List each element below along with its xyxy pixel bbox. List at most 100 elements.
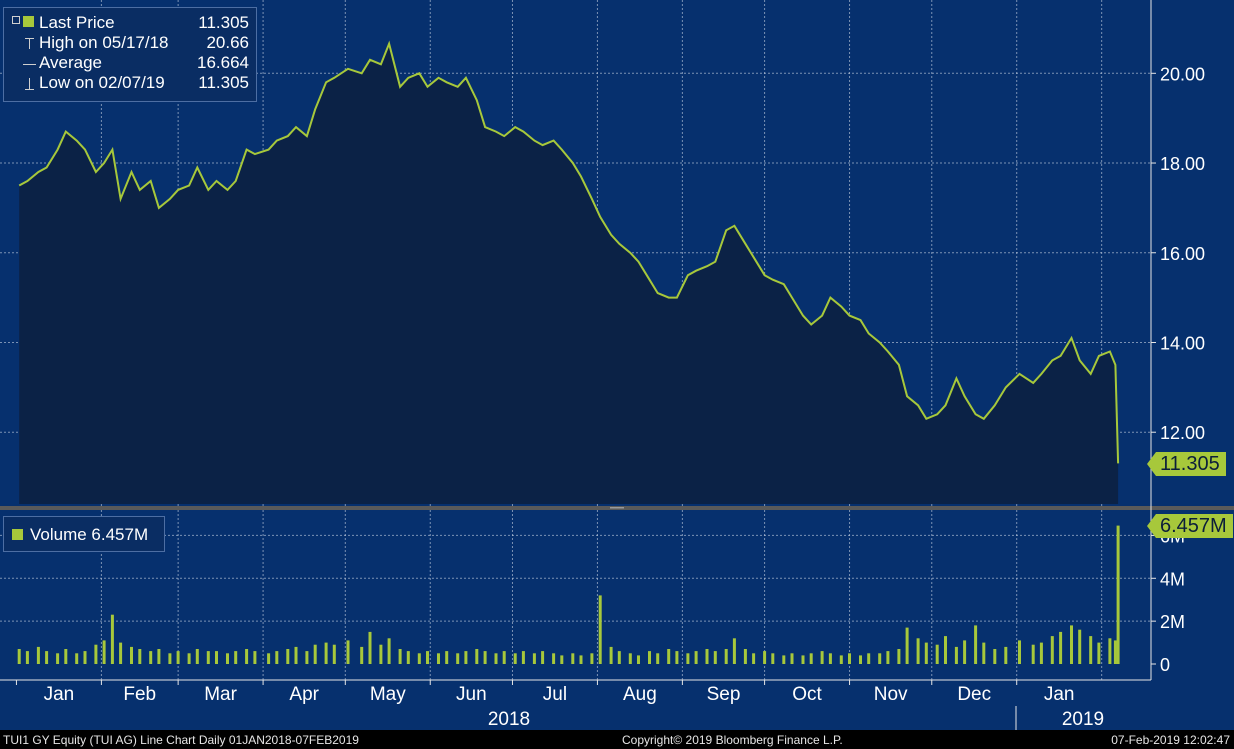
volume-bar: [1059, 631, 1063, 664]
volume-bar: [1050, 636, 1054, 664]
volume-bar: [187, 653, 191, 664]
month-label: Aug: [623, 684, 657, 705]
volume-bar: [206, 651, 210, 664]
month-label: Jul: [543, 684, 567, 705]
price-tick-label: 20.00: [1160, 64, 1205, 84]
price-tick-label: 18.00: [1160, 154, 1205, 174]
volume-bar: [253, 651, 257, 664]
volume-bar: [64, 649, 68, 664]
volume-bar: [801, 655, 805, 664]
month-label: Dec: [957, 684, 991, 705]
volume-bar: [1018, 640, 1021, 664]
volume-bar: [590, 653, 594, 664]
volume-bar: [656, 653, 660, 664]
price-area-fill: [19, 43, 1119, 504]
volume-bar: [379, 644, 383, 664]
volume-bar: [286, 649, 290, 664]
volume-bar: [579, 655, 583, 664]
price-tick-label: 16.00: [1160, 244, 1205, 264]
volume-bar: [157, 649, 161, 664]
volume-bar: [368, 631, 372, 664]
x-axis-ticks: Jan Feb Mar Apr May Jun Jul Aug Sep Oct Nov Dec Jan 2…: [15, 680, 1104, 730]
volume-bar: [763, 651, 767, 664]
volume-bar: [828, 653, 832, 664]
volume-bar: [790, 653, 794, 664]
volume-bar: [886, 651, 890, 664]
volume-label: Volume 6.457M: [30, 525, 149, 544]
volume-bars: [17, 525, 1120, 664]
price-series-line: [18, 40, 1120, 464]
volume-bar: [675, 651, 679, 664]
price-tick-label: 12.00: [1160, 423, 1205, 443]
volume-tick-label: 0: [1160, 655, 1170, 675]
last-price-badge: 11.305: [1147, 452, 1226, 476]
high-marker-icon: [29, 38, 30, 49]
month-label: Jun: [456, 684, 487, 705]
volume-bar: [513, 653, 517, 664]
volume-bar: [437, 653, 440, 664]
volume-bar: [346, 640, 350, 664]
volume-bar: [445, 651, 449, 664]
low-marker-icon: [29, 78, 30, 89]
month-label: Sep: [707, 684, 741, 705]
volume-bar: [226, 653, 229, 664]
volume-bar: [1116, 525, 1120, 664]
volume-bar: [954, 646, 958, 664]
volume-bar: [924, 642, 928, 664]
volume-bar: [609, 646, 613, 664]
volume-bar: [83, 651, 87, 664]
volume-bar: [637, 655, 640, 664]
volume-bar: [398, 649, 402, 664]
volume-bar: [387, 638, 391, 664]
footer-timestamp: 07-Feb-2019 12:02:47: [1111, 733, 1230, 747]
year-label: 2018: [488, 709, 530, 730]
volume-tick-label: 2M: [1160, 612, 1185, 632]
volume-tick-label: 4M: [1160, 569, 1185, 589]
volume-bar: [360, 646, 364, 664]
volume-bar: [1078, 629, 1082, 664]
price-y-ticks: 12.00 14.00 16.00 18.00 20.00: [1151, 64, 1205, 443]
volume-bar: [234, 651, 238, 664]
volume-bar: [456, 653, 460, 664]
separator-grip[interactable]: [610, 507, 624, 509]
footer-security-info: TUI1 GY Equity (TUI AG) Line Chart Daily…: [3, 733, 359, 747]
volume-bar: [294, 646, 298, 664]
volume-bar: [313, 644, 317, 664]
volume-bar: [598, 595, 602, 664]
collapse-icon[interactable]: [12, 16, 20, 24]
month-label: Nov: [874, 684, 908, 705]
volume-bar: [867, 653, 871, 664]
high-value: 20.66: [206, 33, 249, 52]
price-legend[interactable]: Last Price 11.305 High on 05/17/18 20.66…: [3, 7, 257, 102]
volume-bar: [809, 653, 813, 664]
volume-bar: [897, 649, 901, 664]
high-label: High on 05/17/18: [39, 33, 169, 52]
volume-bar: [94, 644, 98, 664]
high-marker-cap: [25, 38, 34, 39]
volume-bar: [75, 653, 79, 664]
volume-bar: [168, 653, 172, 664]
volume-bar: [332, 644, 336, 664]
volume-bar: [752, 653, 756, 664]
volume-bar: [176, 651, 180, 664]
footer-copyright: Copyright© 2019 Bloomberg Finance L.P.: [622, 733, 843, 747]
volume-bar: [848, 653, 851, 664]
volume-legend[interactable]: Volume 6.457M: [3, 516, 165, 552]
volume-bar: [935, 644, 939, 664]
volume-bar: [628, 653, 632, 664]
volume-bar: [45, 651, 49, 664]
volume-bar: [839, 655, 843, 664]
volume-bar: [905, 627, 909, 664]
volume-bar: [982, 642, 986, 664]
volume-bar: [130, 646, 133, 664]
volume-bar: [541, 651, 545, 664]
volume-bar: [732, 638, 736, 664]
volume-bar: [25, 651, 29, 664]
volume-panel: [0, 509, 1234, 730]
volume-bar: [705, 649, 709, 664]
low-marker-cap: [25, 89, 34, 90]
volume-bar: [859, 655, 862, 664]
last-price-swatch-icon: [23, 16, 34, 27]
month-label: Mar: [204, 684, 237, 705]
